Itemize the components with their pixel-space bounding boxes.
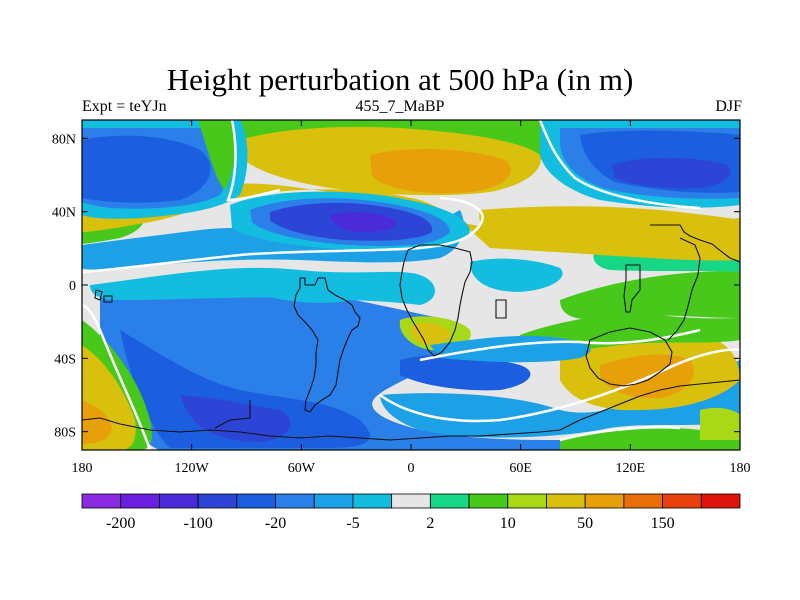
northern-orange-core	[370, 148, 511, 194]
north-asia-deep	[612, 157, 731, 189]
x-tick-label: 0	[408, 461, 415, 476]
y-axis: 80N 40N 0 40S 80S	[52, 132, 740, 441]
x-tick-label: 180	[72, 461, 93, 476]
colorbar-label: 2	[426, 515, 434, 532]
north-atlantic-deep	[330, 212, 396, 232]
y-tick-label: 80S	[54, 426, 76, 441]
south-pacific-orange	[82, 400, 112, 444]
south-atlantic-blue	[400, 354, 531, 391]
figure-title: Height perturbation at 500 hPa (in m)	[166, 62, 634, 97]
x-tick-label: 60E	[509, 461, 532, 476]
x-tick-label: 120E	[616, 461, 646, 476]
y-tick-label: 80N	[52, 132, 76, 147]
colorbar-label: -20	[265, 515, 286, 532]
south-atlantic-high-core	[410, 322, 451, 345]
colorbar-swatch	[391, 493, 431, 509]
colorbar-label: -100	[183, 515, 212, 532]
colorbar-swatch	[159, 493, 199, 509]
colorbar-label: -5	[346, 515, 359, 532]
colorbar-label: 150	[651, 515, 675, 532]
colorbar-swatch	[584, 493, 625, 509]
north-pacific-darkblue	[82, 135, 211, 203]
colorbar-swatch	[468, 493, 509, 509]
case-label: 455_7_MaBP	[355, 98, 445, 115]
colorbar: -200 -100 -20 -5 2 10 50 150	[81, 493, 741, 532]
colorbar-swatch	[81, 493, 122, 509]
colorbar-swatch	[275, 493, 315, 509]
colorbar-label: 50	[577, 515, 593, 532]
north-pacific-green	[198, 120, 236, 190]
zero-contours	[82, 120, 740, 450]
colorbar-label: -200	[106, 515, 135, 532]
colorbar-swatch	[236, 493, 276, 509]
southern-ocean-yellow	[700, 407, 740, 440]
x-axis: 180 120W 60W 0 60E 120E 180	[72, 120, 751, 476]
coastlines	[82, 224, 740, 441]
colorbar-swatch	[197, 493, 238, 509]
colorbar-swatch	[507, 493, 547, 509]
y-tick-label: 40S	[54, 352, 76, 367]
south-atlantic-cyan	[380, 360, 740, 438]
colorbar-label: 10	[500, 515, 516, 532]
field-layer	[82, 120, 740, 450]
y-tick-label: 40N	[52, 206, 76, 221]
season-label: DJF	[715, 98, 742, 115]
colorbar-swatch	[429, 493, 470, 509]
y-tick-label: 0	[69, 279, 76, 294]
colorbar-swatch	[662, 493, 702, 509]
x-tick-label: 180	[730, 461, 751, 476]
colorbar-swatch	[700, 493, 741, 509]
x-tick-label: 120W	[175, 461, 210, 476]
colorbar-swatch	[313, 493, 354, 509]
tropical-cyan-west	[250, 272, 361, 303]
southern-ocean-green	[560, 428, 740, 450]
colorbar-swatch	[623, 493, 663, 509]
colorbar-swatch	[546, 493, 586, 509]
colorbar-swatch	[352, 493, 393, 509]
colorbar-swatch	[120, 493, 160, 509]
north-atlantic-yellow	[479, 206, 740, 247]
tropical-cyan-east	[470, 258, 563, 292]
x-tick-label: 60W	[288, 461, 316, 476]
southern-darkblue-core	[120, 330, 370, 448]
experiment-label: Expt = teYJn	[82, 98, 167, 115]
